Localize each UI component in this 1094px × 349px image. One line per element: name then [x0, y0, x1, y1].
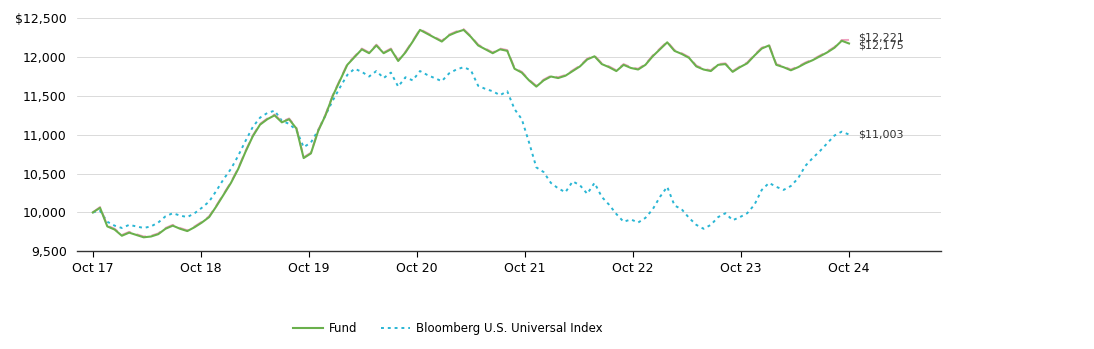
Text: $11,003: $11,003 — [858, 129, 904, 140]
Text: $12,221: $12,221 — [858, 32, 904, 43]
Text: $12,175: $12,175 — [858, 41, 904, 51]
